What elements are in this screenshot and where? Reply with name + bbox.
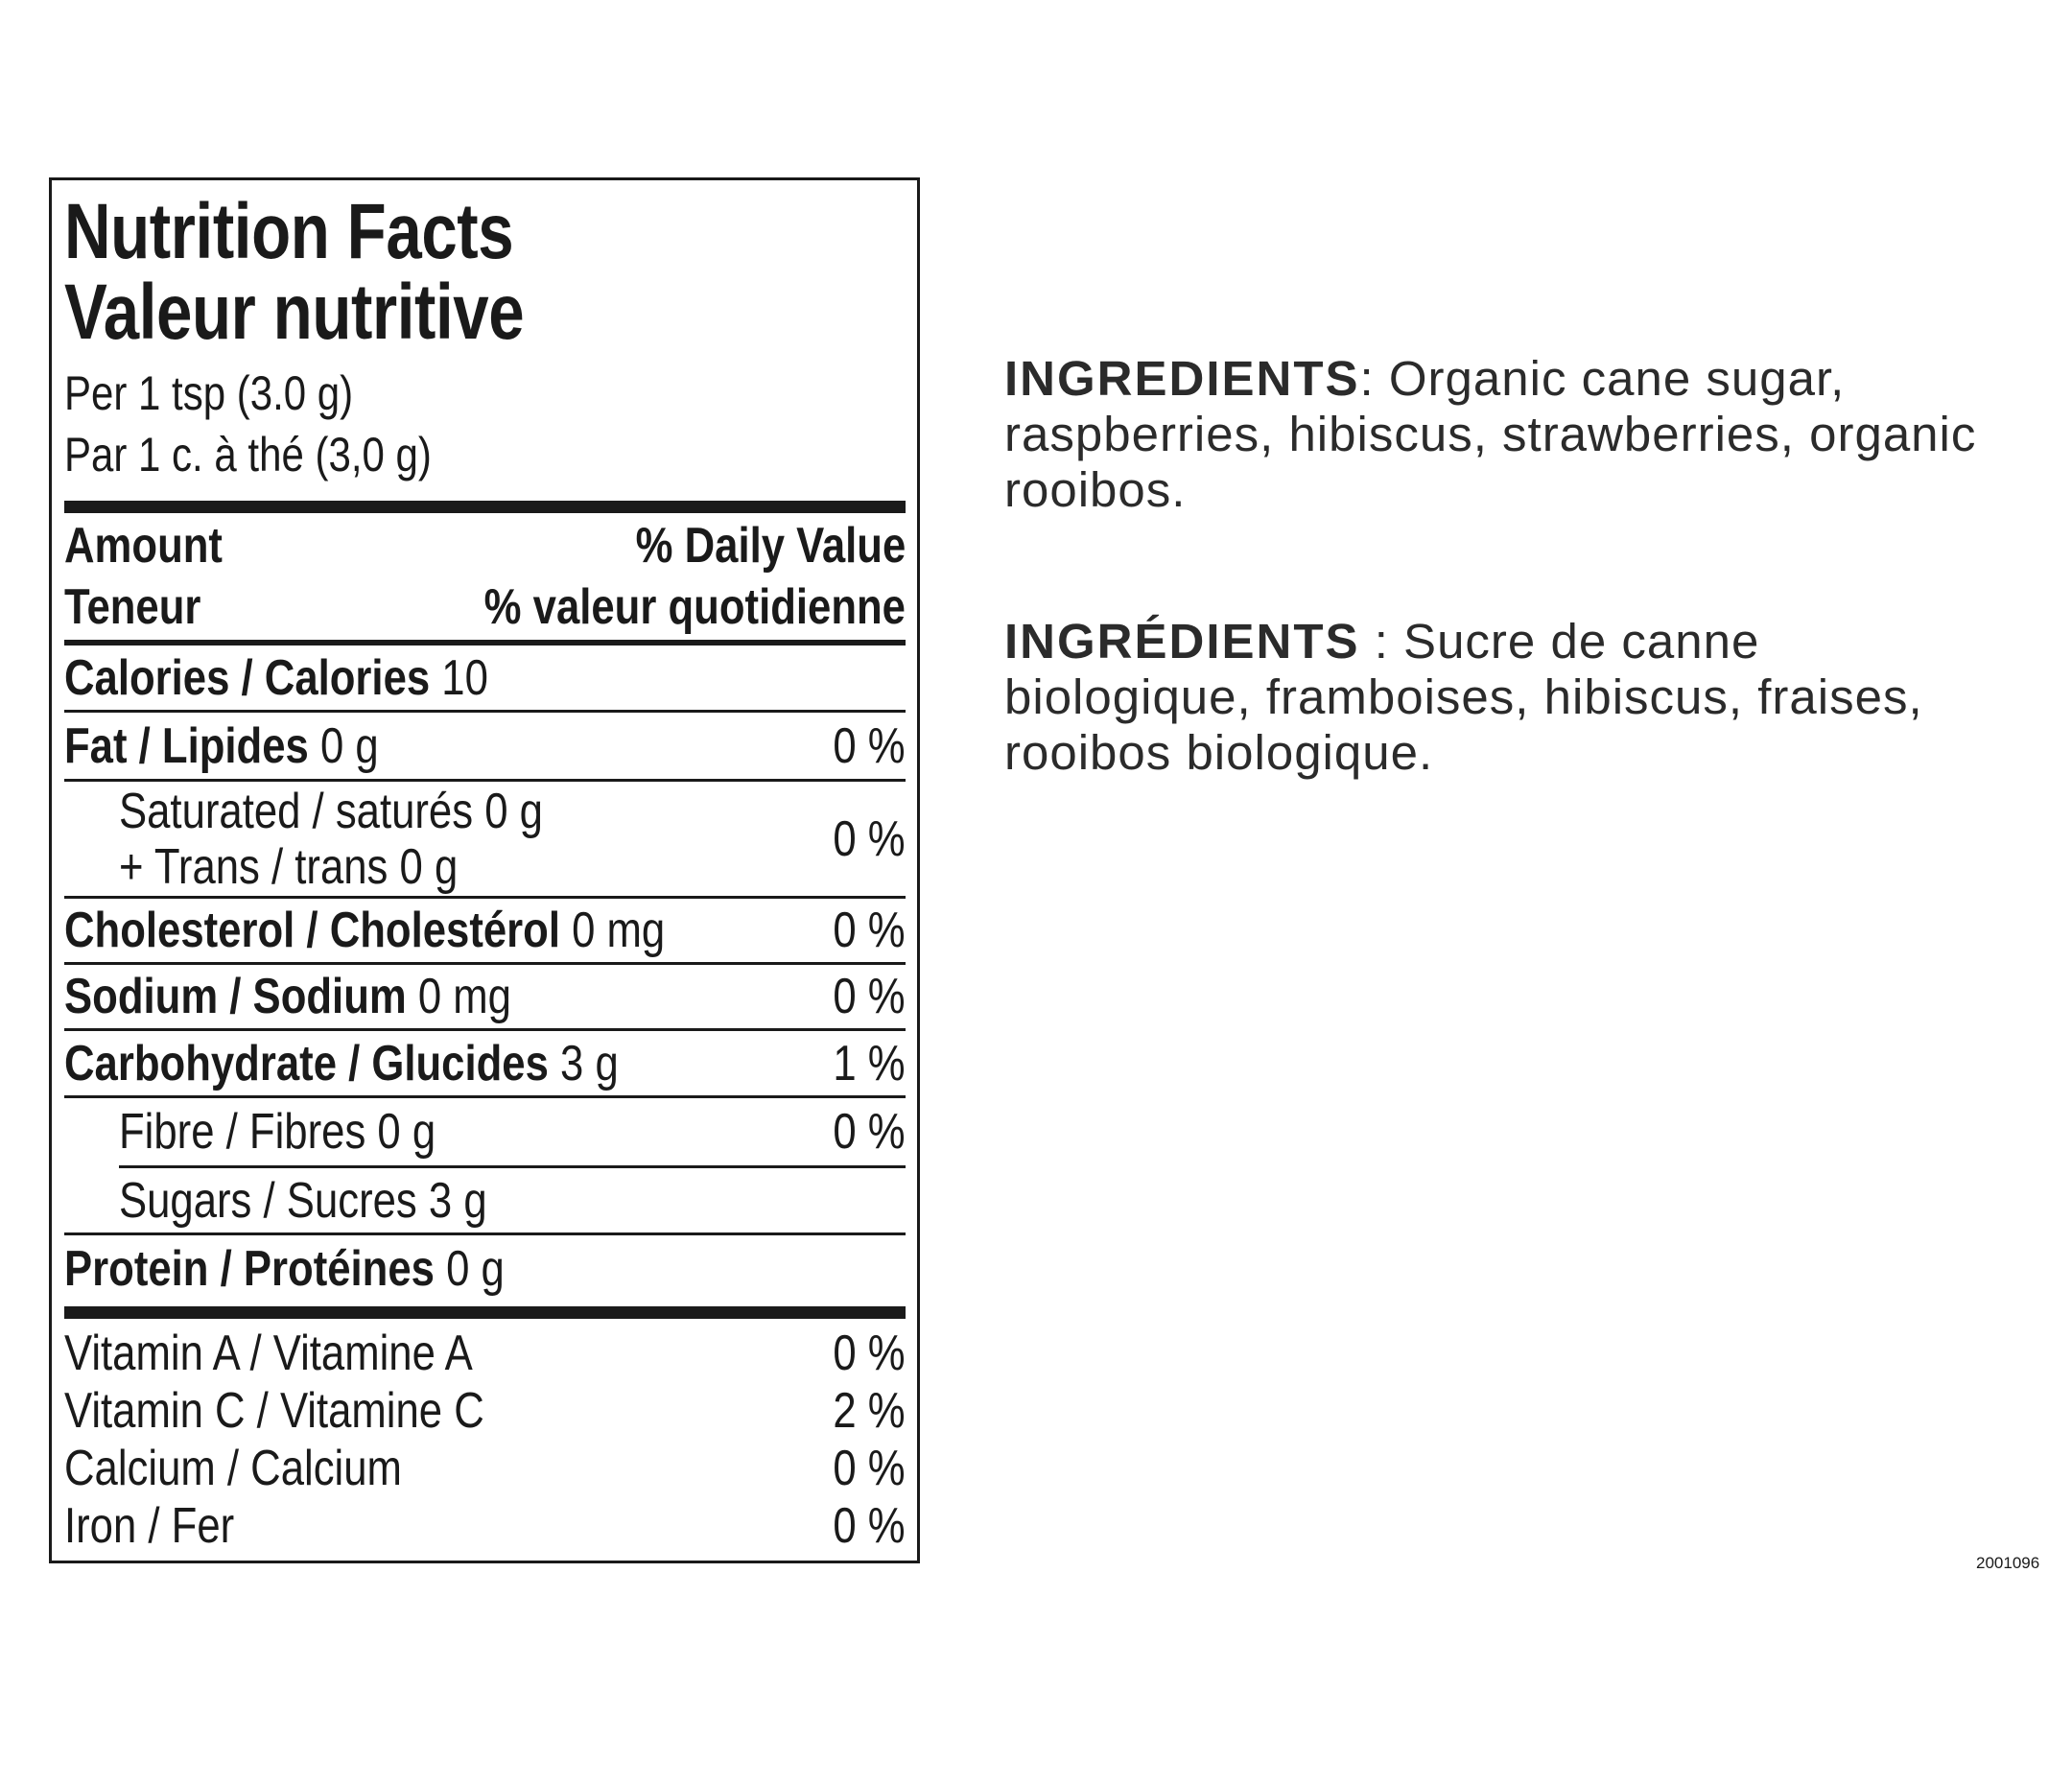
title-fr: Valeur nutritive <box>64 269 525 356</box>
row-divider <box>64 1028 906 1031</box>
carbohydrate-percent: 1 % <box>833 1035 906 1092</box>
sodium-value: 0 mg <box>417 969 511 1024</box>
cholesterol-label: Cholesterol / Cholestérol <box>64 903 560 958</box>
fat-percent: 0 % <box>833 717 906 774</box>
row-divider <box>64 896 906 899</box>
ingredients-heading-en: INGREDIENTS <box>1004 351 1360 406</box>
teneur-label: Teneur <box>64 579 201 635</box>
vitamin-row: Vitamin C / Vitamine C 2 % <box>64 1382 906 1440</box>
title-en: Nutrition Facts <box>64 188 514 275</box>
serving-size: Per 1 tsp (3.0 g) Par 1 c. à thé (3,0 g) <box>64 353 906 485</box>
ingredients-text-fr: : Sucre de canne biologique, framboises,… <box>1004 614 1923 780</box>
protein-value: 0 g <box>446 1241 505 1297</box>
sodium-row: Sodium / Sodium 0 mg 0 % <box>64 965 906 1028</box>
fat-value: 0 g <box>319 717 379 774</box>
vitamin-label: Vitamin C / Vitamine C <box>64 1383 484 1439</box>
vitamin-label: Vitamin A / Vitamine A <box>64 1326 473 1381</box>
thick-divider <box>64 501 906 513</box>
fibre-label: Fibre / Fibres 0 g <box>119 1104 436 1160</box>
vitamins-section: Vitamin A / Vitamine A 0 % Vitamin C / V… <box>64 1319 906 1555</box>
vitamin-percent: 2 % <box>833 1383 906 1439</box>
fibre-percent: 0 % <box>833 1104 906 1160</box>
sodium-percent: 0 % <box>833 969 906 1024</box>
vitamin-row: Calcium / Calcium 0 % <box>64 1440 906 1497</box>
fibre-row: Fibre / Fibres 0 g 0 % <box>64 1098 906 1165</box>
vitamin-percent: 0 % <box>833 1326 906 1381</box>
fat-row: Fat / Lipides 0 g 0 % <box>64 713 906 779</box>
sodium-label: Sodium / Sodium <box>64 969 407 1024</box>
amount-label: Amount <box>64 518 223 574</box>
nutrition-facts-table: Nutrition Facts Valeur nutritive Per 1 t… <box>49 177 920 1563</box>
sugars-label: Sugars / Sucres 3 g <box>119 1172 487 1229</box>
carbohydrate-label: Carbohydrate / Glucides <box>64 1035 549 1092</box>
product-code: 2001096 <box>1976 1554 2040 1572</box>
row-divider-indented <box>119 1165 906 1168</box>
calories-value: 10 <box>441 649 488 706</box>
vitamin-percent: 0 % <box>833 1498 906 1554</box>
daily-value-label: % Daily Value <box>635 518 906 574</box>
cholesterol-percent: 0 % <box>833 903 906 958</box>
valeur-quotidienne-label: % valeur quotidienne <box>483 579 906 635</box>
vitamin-label: Iron / Fer <box>64 1498 235 1554</box>
calories-label: Calories / Calories <box>64 649 431 706</box>
protein-label: Protein / Protéines <box>64 1241 435 1297</box>
calories-row: Calories / Calories 10 <box>64 646 906 710</box>
row-divider <box>64 962 906 965</box>
row-divider <box>64 779 906 782</box>
ingredients-english: INGREDIENTS: Organic cane sugar, raspber… <box>1004 351 1983 518</box>
saturated-percent: 0 % <box>833 810 906 867</box>
row-divider <box>64 1232 906 1235</box>
vitamin-row: Vitamin A / Vitamine A 0 % <box>64 1325 906 1382</box>
header-row-en: Amount % Daily Value <box>64 513 906 575</box>
serving-en: Per 1 tsp (3.0 g) <box>64 366 354 420</box>
sugars-row: Sugars / Sucres 3 g <box>64 1168 906 1232</box>
vitamin-row: Iron / Fer 0 % <box>64 1497 906 1555</box>
cholesterol-row: Cholesterol / Cholestérol 0 mg 0 % <box>64 899 906 962</box>
row-divider <box>64 1095 906 1098</box>
saturated-label: Saturated / saturés 0 g <box>119 783 543 839</box>
ingredients-french: INGRÉDIENTS : Sucre de canne biologique,… <box>1004 614 1983 781</box>
protein-row: Protein / Protéines 0 g <box>64 1235 906 1303</box>
trans-label: + Trans / trans 0 g <box>119 838 459 895</box>
row-divider <box>64 710 906 713</box>
serving-fr: Par 1 c. à thé (3,0 g) <box>64 428 432 481</box>
vitamin-percent: 0 % <box>833 1441 906 1496</box>
ingredients-text-en: : Organic cane sugar, raspberries, hibis… <box>1004 351 1977 517</box>
fat-label: Fat / Lipides <box>64 717 309 774</box>
medium-divider <box>64 640 906 646</box>
cholesterol-value: 0 mg <box>572 903 666 958</box>
vitamin-label: Calcium / Calcium <box>64 1441 402 1496</box>
nutrition-title: Nutrition Facts Valeur nutritive <box>64 192 906 353</box>
thick-divider <box>64 1306 906 1319</box>
carbohydrate-row: Carbohydrate / Glucides 3 g 1 % <box>64 1031 906 1095</box>
saturated-trans-row: Saturated / saturés 0 g + Trans / trans 0… <box>64 782 906 896</box>
carbohydrate-value: 3 g <box>560 1035 619 1092</box>
header-row-fr: Teneur % valeur quotidienne <box>64 575 906 636</box>
ingredients-heading-fr: INGRÉDIENTS <box>1004 614 1360 669</box>
